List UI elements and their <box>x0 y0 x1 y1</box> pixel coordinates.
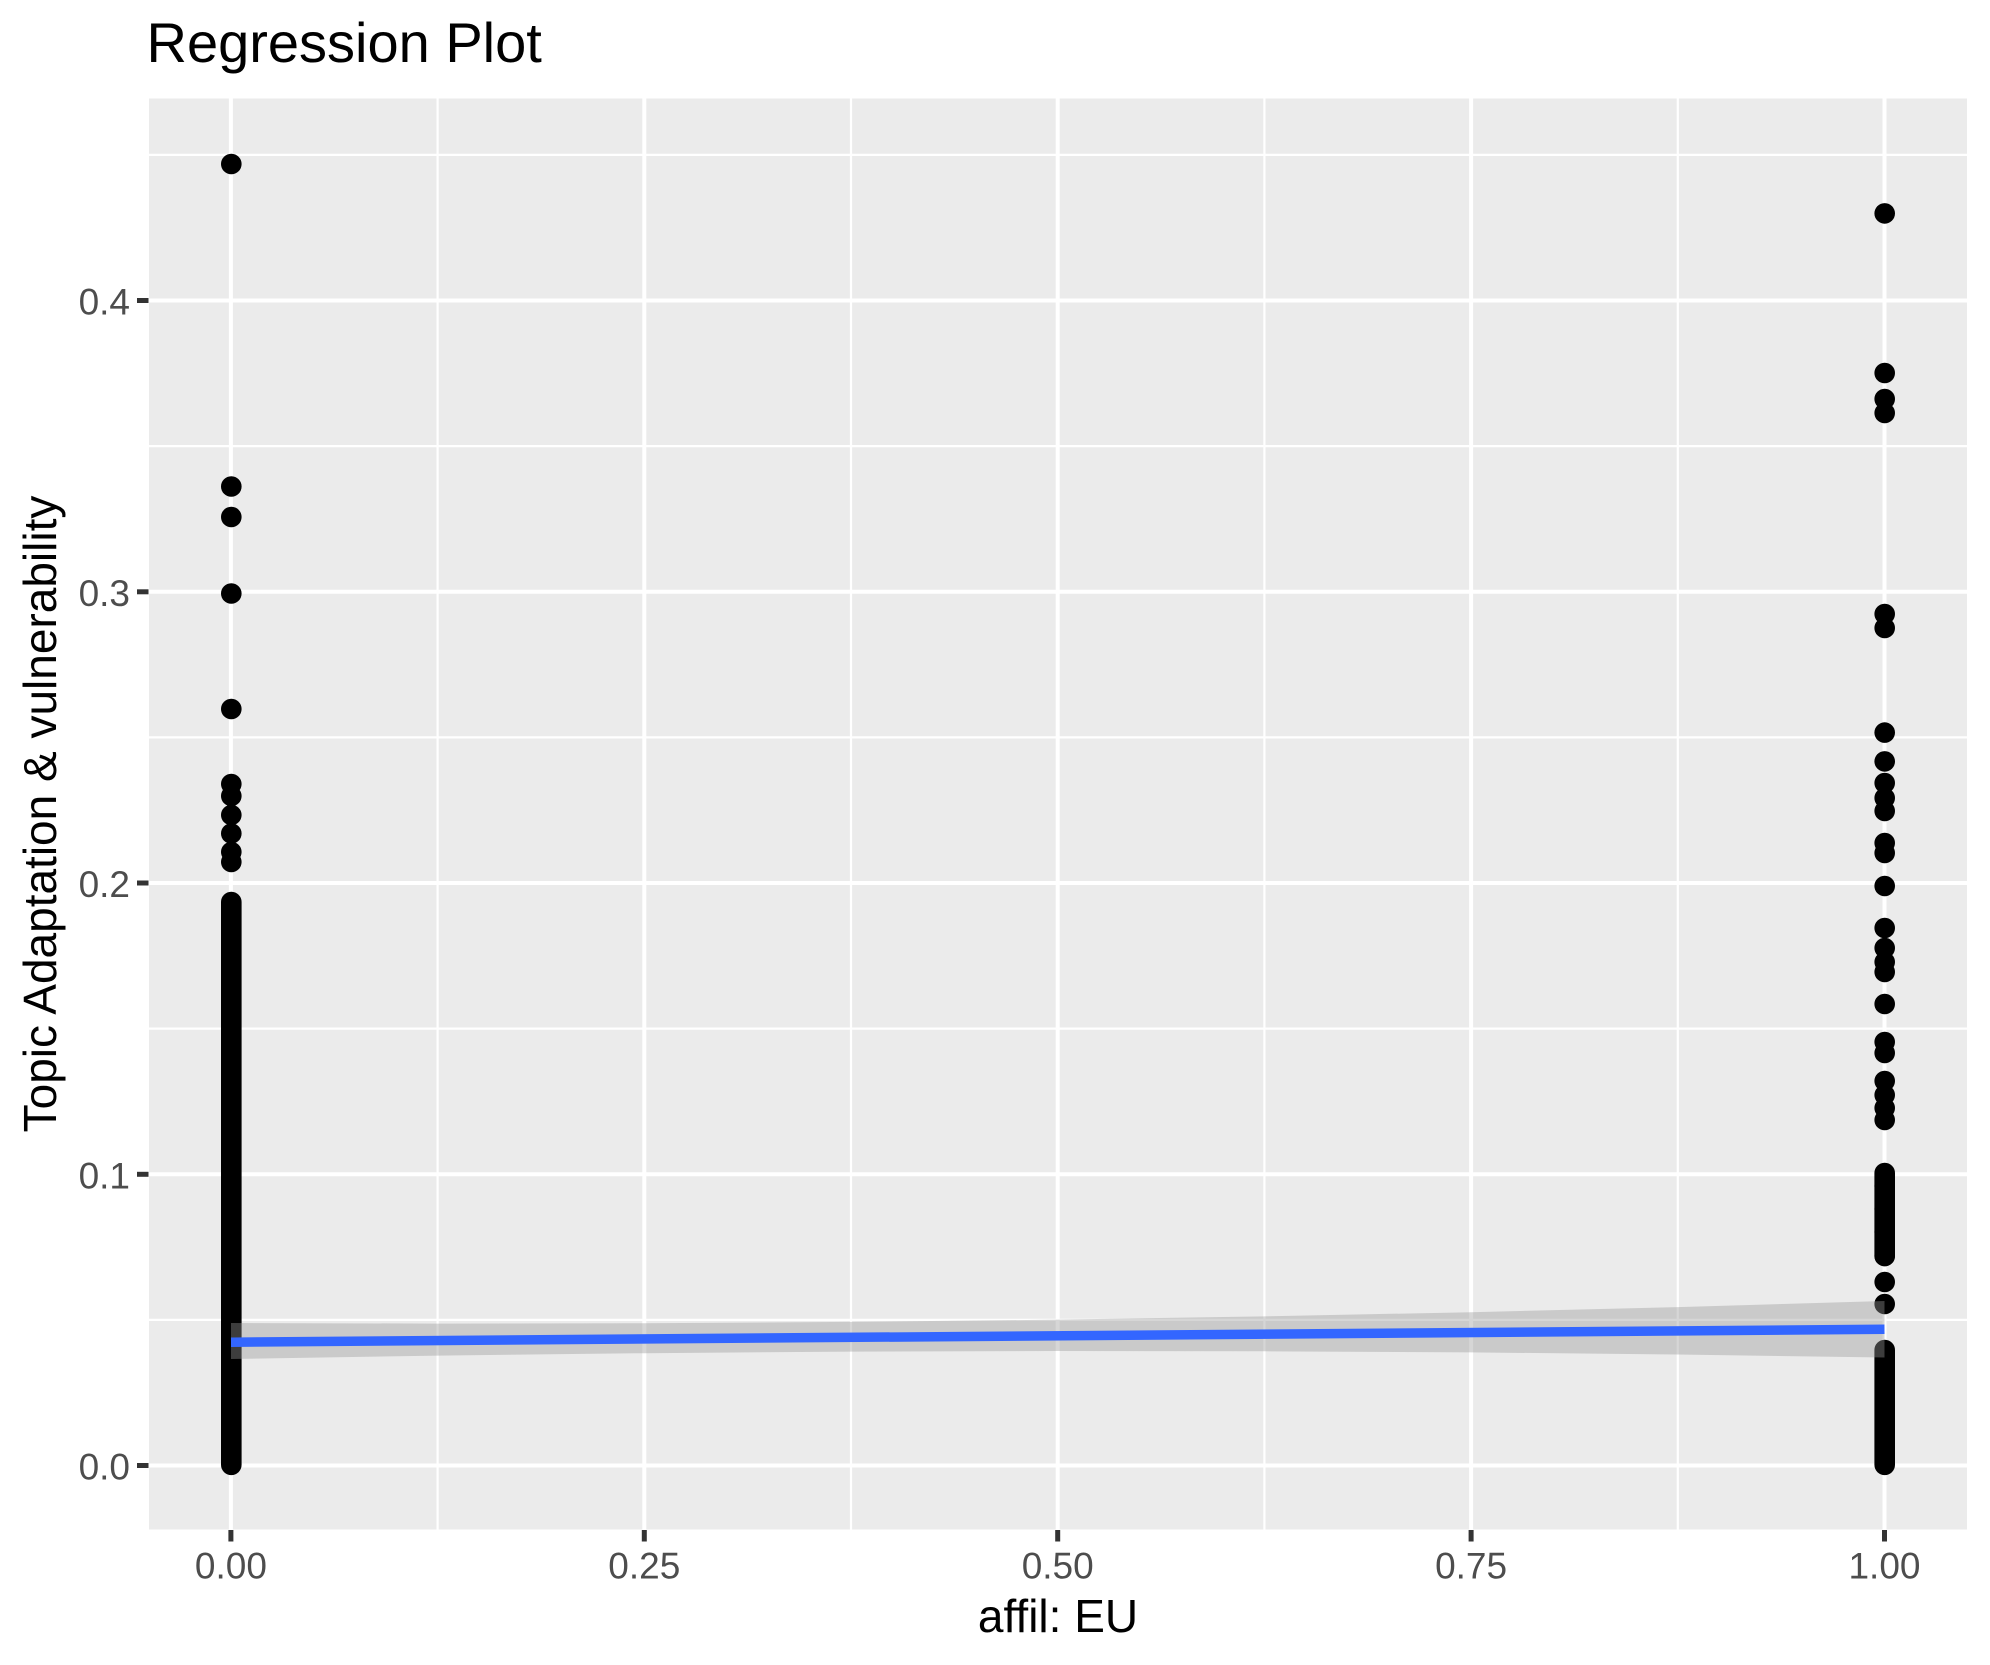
svg-text:0.25: 0.25 <box>608 1546 680 1587</box>
svg-text:0.2: 0.2 <box>79 864 130 905</box>
svg-text:Topic Adaptation & vulnerabili: Topic Adaptation & vulnerability <box>14 496 66 1133</box>
svg-text:0.00: 0.00 <box>195 1546 267 1587</box>
svg-text:0.75: 0.75 <box>1435 1546 1507 1587</box>
svg-text:affil: EU: affil: EU <box>978 1590 1138 1642</box>
svg-text:0.1: 0.1 <box>79 1155 130 1196</box>
svg-text:0.4: 0.4 <box>79 282 130 323</box>
svg-text:0.50: 0.50 <box>1022 1546 1094 1587</box>
svg-text:Regression Plot: Regression Plot <box>147 11 543 74</box>
svg-text:0.0: 0.0 <box>79 1447 130 1488</box>
svg-text:0.3: 0.3 <box>79 573 130 614</box>
svg-text:1.00: 1.00 <box>1848 1546 1920 1587</box>
